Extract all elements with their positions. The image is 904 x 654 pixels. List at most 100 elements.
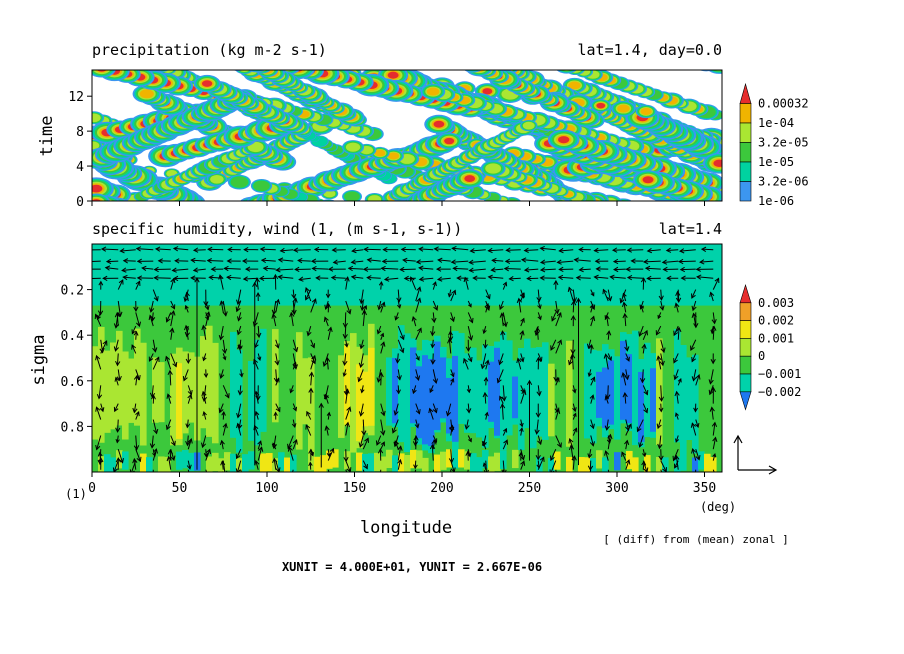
wind-arrowhead [468, 303, 472, 308]
wind-arrowhead [626, 247, 632, 253]
wind-arrowhead [272, 273, 279, 280]
wind-arrowhead [523, 247, 529, 253]
wind-arrow [152, 339, 156, 352]
humidity-cell [470, 453, 477, 472]
precip-cell [368, 195, 382, 201]
precip-cell [534, 208, 547, 217]
humidity-cell [362, 453, 369, 472]
wind-arrowhead [184, 324, 190, 331]
precip-cell [100, 202, 111, 209]
wind-arrow [120, 249, 136, 252]
wind-arrow [257, 326, 260, 338]
precip-legend-swatch [739, 142, 752, 163]
precip-cell [646, 219, 657, 226]
wind-arrowhead [491, 257, 497, 264]
wind-arrowhead [526, 275, 532, 282]
wind-arrow [380, 302, 385, 313]
wind-arrowhead [693, 323, 699, 329]
precip-cell [98, 204, 120, 218]
wind-arrow [116, 312, 119, 327]
precip-cell [564, 217, 577, 225]
precip-cell [562, 216, 577, 225]
wind-arrowhead [658, 295, 664, 301]
humidity-cell [566, 340, 573, 447]
wind-arrowhead [347, 265, 354, 272]
wind-arrowhead [666, 275, 672, 281]
wind-arrowhead [362, 266, 369, 272]
precip-cell [387, 71, 399, 79]
precip-cell [630, 205, 643, 213]
precip-cell [645, 218, 659, 227]
wind-arrow [645, 267, 661, 270]
wind-arrow [397, 325, 405, 340]
precip-cell [522, 121, 535, 130]
wind-arrowhead [92, 251, 93, 252]
wind-arrowhead [236, 316, 242, 322]
humidity-cell [596, 450, 603, 469]
precip-legend-label: 3.2e-06 [758, 175, 809, 189]
wind-arrowhead [589, 303, 595, 309]
precip-cell [344, 191, 360, 201]
precip-cell [615, 201, 630, 211]
precip-legend-swatch [739, 82, 752, 104]
humidity-cell [332, 449, 339, 468]
wind-arrowhead [279, 247, 285, 254]
wind-arrow [220, 325, 224, 340]
wind-arrowhead [714, 277, 720, 283]
precip-cell [231, 60, 246, 70]
wind-arrow [227, 276, 241, 279]
wind-arrowhead [595, 266, 601, 272]
precip-cell [612, 207, 626, 216]
wind-arrowhead [136, 275, 143, 281]
wind-arrowhead [219, 300, 225, 306]
wind-arrow [166, 312, 172, 322]
wind-arrowhead [380, 332, 385, 338]
wind-arrow [122, 268, 136, 271]
wind-arrowhead [226, 274, 232, 281]
wind-arrowhead [520, 317, 525, 323]
precip-cell [634, 214, 652, 226]
precip-cell [117, 200, 126, 201]
wind-arrow [207, 260, 224, 262]
precip-cell [431, 43, 452, 57]
precip-cell [555, 214, 566, 221]
wind-arrow [95, 314, 102, 327]
wind-arrow [602, 289, 609, 302]
wind-arrowhead [221, 348, 228, 355]
precip-cell [640, 107, 652, 116]
wind-arrow [521, 259, 539, 262]
humidity-cell [260, 328, 267, 432]
precip-cell [197, 30, 212, 40]
wind-arrow [673, 325, 679, 336]
wind-arrow [657, 312, 662, 319]
precip-cell [453, 54, 467, 63]
wind-arrowhead [613, 266, 619, 273]
humidity-cell [644, 342, 651, 438]
precip-cell [323, 199, 334, 201]
wind-arrow [260, 248, 276, 251]
wind-arrowhead [691, 305, 697, 312]
wind-arrow [643, 260, 661, 263]
wind-arrowhead [604, 314, 610, 321]
wind-arrowhead [131, 329, 137, 335]
precip-cell [110, 200, 122, 201]
precip-cell [92, 208, 111, 220]
wind-arrowhead [184, 331, 190, 338]
humidity-cell [446, 377, 453, 434]
wind-arrow [509, 277, 521, 280]
wind-arrow [361, 300, 364, 311]
precip-cell [468, 62, 478, 68]
humidity-cell [170, 353, 177, 446]
wind-arrow [520, 289, 525, 298]
precip-cell [540, 209, 560, 222]
wind-arrow [590, 289, 595, 296]
wind-arrowhead [294, 266, 300, 273]
wind-arrow [222, 300, 227, 316]
wind-arrow [272, 314, 277, 327]
wind-arrow [677, 291, 679, 302]
precip-cell [596, 199, 608, 201]
wind-arrow [432, 300, 438, 311]
precip-legend-label: 3.2e-05 [758, 136, 809, 150]
wind-arrowhead [87, 276, 91, 280]
wind-arrow [524, 249, 539, 252]
